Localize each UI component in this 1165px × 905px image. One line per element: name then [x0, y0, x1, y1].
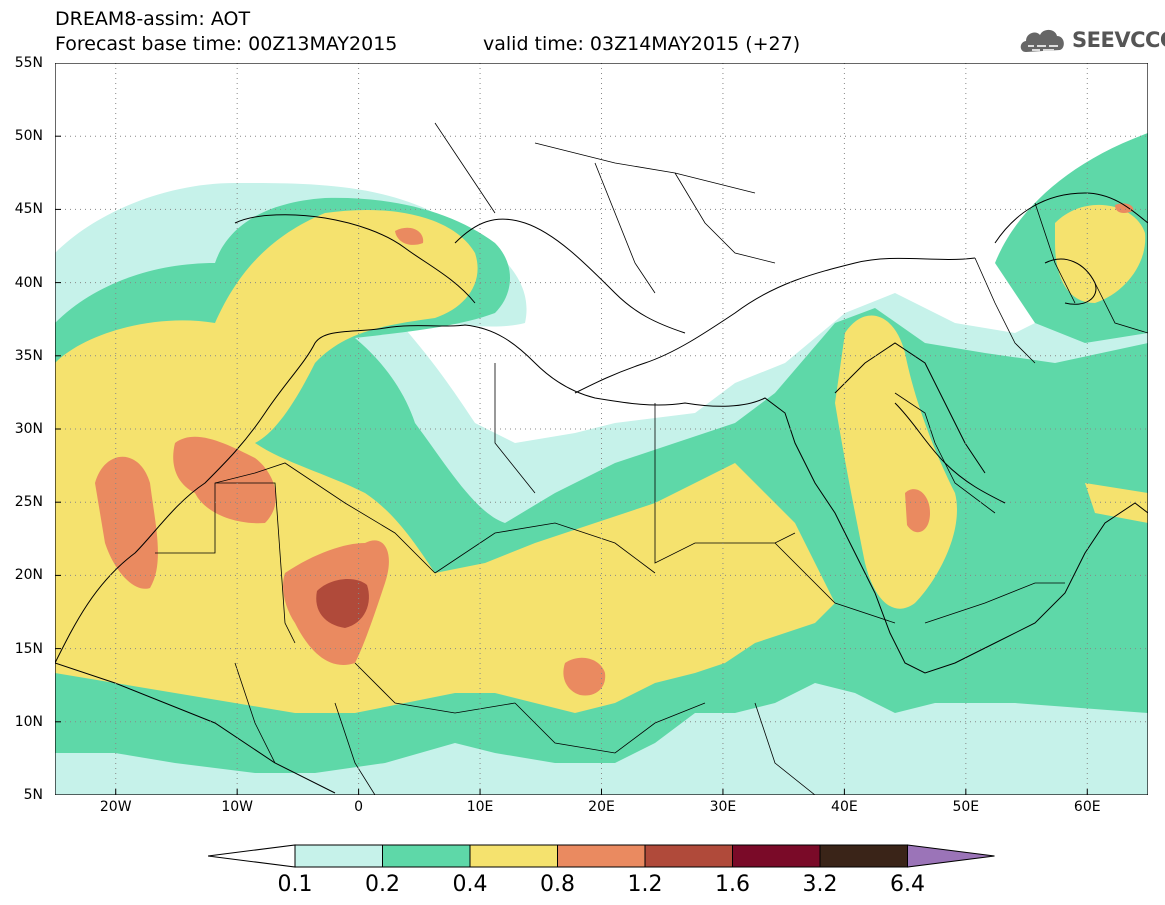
- colorbar-swatch: [732, 844, 821, 868]
- map-title: DREAM8-assim: AOT: [55, 8, 251, 30]
- colorbar-label: 3.2: [802, 872, 838, 897]
- lat-tick-label: 20N: [14, 567, 43, 584]
- lat-tick-label: 5N: [23, 787, 43, 803]
- aot-band-0-4: [55, 204, 1148, 714]
- lat-tick-label: 10N: [14, 713, 43, 730]
- colorbar-low-extend: [208, 844, 296, 868]
- lat-tick-label: 55N: [14, 55, 43, 71]
- seevccc-logo: SEEVCCC: [1018, 24, 1165, 58]
- lon-tick-label: 10E: [466, 799, 494, 815]
- lon-tick-label: 10W: [221, 799, 253, 815]
- map-gridlines: [55, 63, 1148, 795]
- valid-time: valid time: 03Z14MAY2015 (+27): [483, 33, 801, 55]
- lat-tick-label: 30N: [14, 421, 43, 437]
- colorbar-label: 0.1: [277, 872, 313, 897]
- forecast-base-time: Forecast base time: 00Z13MAY2015: [55, 33, 398, 55]
- axis-ticks: [55, 63, 1088, 795]
- colorbar-swatch: [644, 844, 733, 868]
- lon-tick-label: 60E: [1073, 799, 1101, 815]
- lon-tick-label: 20W: [99, 799, 132, 815]
- aot-map: [55, 63, 1148, 795]
- lon-tick-label: 50E: [952, 799, 980, 815]
- colorbar-label: 0.4: [452, 872, 488, 897]
- colorbar-label: 0.2: [365, 872, 400, 897]
- colorbar-swatch: [382, 844, 471, 868]
- lat-tick-label: 45N: [14, 201, 43, 218]
- country-borders: [155, 122, 1148, 795]
- colorbar-high-extend: [907, 844, 995, 868]
- lon-tick-label: 20E: [588, 799, 615, 815]
- lon-tick-label: 0: [354, 799, 364, 815]
- colorbar-label: 1.2: [627, 872, 663, 897]
- colorbar-label: 1.6: [715, 872, 750, 897]
- lon-tick-label: 40E: [831, 799, 858, 815]
- lon-tick-label: 30E: [709, 799, 737, 815]
- logo-text: SEEVCCC: [1072, 28, 1165, 52]
- colorbar-label: 6.4: [890, 872, 925, 897]
- lat-tick-label: 25N: [14, 494, 43, 511]
- aot-band-0-8: [95, 203, 1134, 696]
- colorbar-swatch: [469, 844, 558, 868]
- colorbar-swatch: [294, 844, 383, 868]
- colorbar: [208, 844, 995, 868]
- lat-tick-label: 15N: [14, 640, 43, 657]
- colorbar-swatch: [819, 844, 908, 868]
- lat-tick-label: 35N: [14, 347, 43, 364]
- lat-tick-label: 50N: [14, 128, 43, 145]
- colorbar-label: 0.8: [540, 872, 575, 897]
- aot-band-1-2: [316, 579, 369, 628]
- lat-tick-label: 40N: [14, 274, 43, 291]
- colorbar-swatch: [557, 844, 646, 868]
- coastlines: [55, 192, 1148, 794]
- cloud-icon: [1020, 29, 1064, 52]
